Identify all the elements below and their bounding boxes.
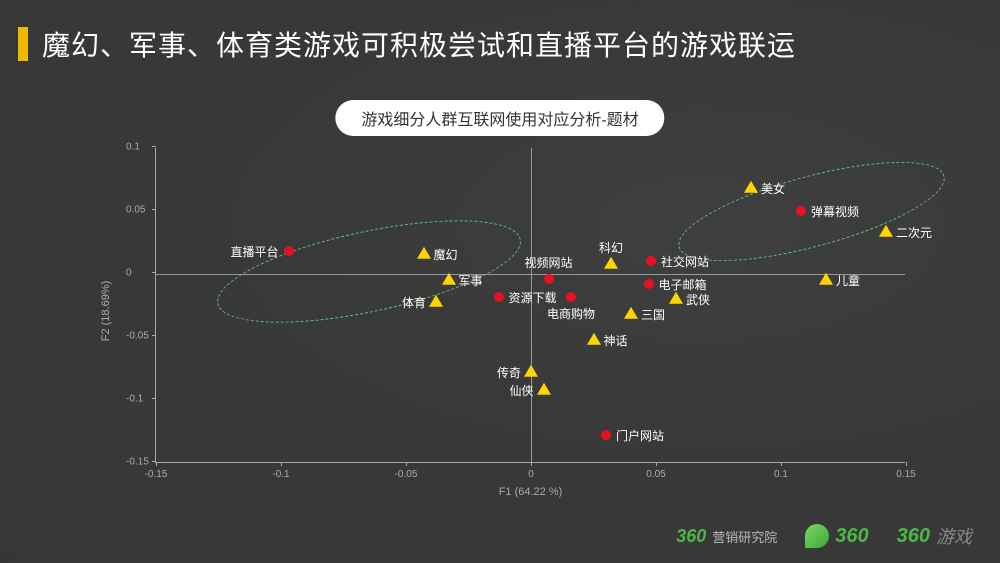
triangle-marker (587, 332, 601, 344)
point-label: 军事 (459, 272, 483, 289)
x-tick-mark (656, 462, 657, 466)
point-label: 视频网站 (524, 254, 572, 271)
point-label: 科幻 (599, 239, 623, 256)
x-tick-label: -0.15 (145, 469, 168, 480)
point-label: 魔幻 (434, 246, 458, 263)
y-tick-label: 0 (126, 268, 132, 279)
y-tick-label: -0.05 (126, 331, 149, 342)
triangle-marker (442, 273, 456, 285)
point-label: 电商购物 (547, 305, 595, 322)
bubble-icon (805, 524, 829, 548)
point-label: 神话 (604, 332, 628, 349)
x-tick-label: -0.05 (395, 469, 418, 480)
title-accent-bar (18, 27, 28, 61)
logo-games-text: 游戏 (936, 523, 972, 549)
triangle-marker (537, 383, 551, 395)
y-tick-label: 0.05 (126, 205, 145, 216)
x-tick-mark (781, 462, 782, 466)
y-tick-mark (152, 209, 156, 210)
y-axis-label: F2 (18.69%) (100, 281, 112, 342)
point-label: 二次元 (896, 224, 932, 241)
point-label: 社交网站 (661, 253, 709, 270)
plot-area: F1 (64.22 %) F2 (18.69%) -0.15-0.1-0.050… (155, 148, 905, 463)
circle-marker (601, 430, 611, 440)
point-label: 仙侠 (509, 382, 533, 399)
y-tick-mark (152, 335, 156, 336)
circle-marker (644, 279, 654, 289)
page-title: 魔幻、军事、体育类游戏可积极尝试和直播平台的游戏联运 (42, 24, 796, 64)
point-label: 资源下载 (509, 289, 557, 306)
point-label: 武侠 (686, 291, 710, 308)
logo-360-2: 360 (835, 525, 868, 548)
point-label: 直播平台 (230, 243, 278, 260)
y-tick-label: -0.1 (126, 394, 143, 405)
logo-360-text: 360 (676, 526, 706, 547)
triangle-marker (744, 181, 758, 193)
logo-assistant: 360 (805, 524, 868, 548)
x-tick-label: 0.1 (774, 469, 788, 480)
x-tick-label: 0.05 (646, 469, 665, 480)
point-label: 三国 (641, 306, 665, 323)
point-label: 弹幕视频 (811, 203, 859, 220)
logo-marketing: 360 营销研究院 (676, 526, 777, 547)
logo-marketing-text: 营销研究院 (712, 527, 777, 546)
circle-marker (544, 274, 554, 284)
x-tick-mark (156, 462, 157, 466)
scatter-chart: F1 (64.22 %) F2 (18.69%) -0.15 -0.1 -0.05 0… (100, 140, 920, 500)
x-tick-label: 0.15 (896, 469, 915, 480)
point-label: 体育 (402, 294, 426, 311)
triangle-marker (429, 295, 443, 307)
circle-marker (796, 206, 806, 216)
point-label: 儿童 (836, 272, 860, 289)
logo-360-3: 360 (897, 525, 930, 548)
x-tick-mark (531, 462, 532, 466)
zero-line-horizontal (156, 274, 905, 275)
x-axis-label: F1 (64.22 %) (499, 486, 563, 498)
footer-logos: 360 营销研究院 360 360 游戏 (676, 523, 972, 549)
point-label: 门户网站 (616, 427, 664, 444)
y-tick-mark (152, 398, 156, 399)
triangle-marker (879, 225, 893, 237)
y-tick-mark (152, 146, 156, 147)
logo-games: 360 游戏 (897, 523, 972, 549)
circle-marker (494, 292, 504, 302)
triangle-marker (819, 273, 833, 285)
point-label: 美女 (761, 180, 785, 197)
triangle-marker (604, 257, 618, 269)
circle-marker (284, 246, 294, 256)
triangle-marker (524, 365, 538, 377)
point-label: 传奇 (497, 364, 521, 381)
circle-marker (646, 256, 656, 266)
triangle-marker (624, 307, 638, 319)
x-tick-mark (406, 462, 407, 466)
y-tick-mark (152, 461, 156, 462)
y-tick-label: -0.15 (126, 457, 149, 468)
chart-subtitle: 游戏细分人群互联网使用对应分析-题材 (335, 100, 664, 136)
y-tick-mark (152, 272, 156, 273)
triangle-marker (417, 247, 431, 259)
y-tick-label: 0.1 (126, 142, 140, 153)
x-tick-label: 0 (528, 469, 534, 480)
circle-marker (566, 292, 576, 302)
triangle-marker (669, 292, 683, 304)
x-tick-label: -0.1 (272, 469, 289, 480)
x-tick-mark (906, 462, 907, 466)
title-bar: 魔幻、军事、体育类游戏可积极尝试和直播平台的游戏联运 (18, 24, 796, 64)
x-tick-mark (281, 462, 282, 466)
